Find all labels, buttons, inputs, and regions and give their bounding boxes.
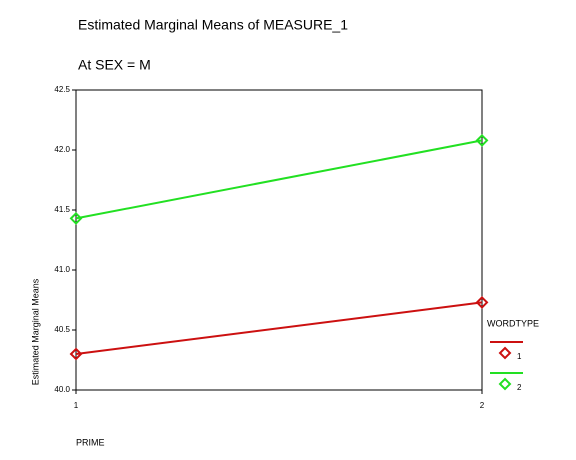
y-tick-label: 41.0 [54, 265, 70, 274]
data-point [69, 211, 83, 225]
x-axis-label: PRIME [76, 437, 105, 447]
chart-subtitle: At SEX = M [78, 57, 151, 73]
legend-marker [498, 346, 512, 360]
legend-label: 1 [517, 352, 522, 361]
series-line [75, 139, 483, 220]
data-point [69, 347, 83, 361]
y-tick-label: 42.5 [54, 85, 70, 94]
data-point [475, 295, 489, 309]
y-axis-label: Estimated Marginal Means [30, 278, 40, 385]
y-tick-label: 41.5 [54, 205, 70, 214]
plot-frame [75, 89, 483, 391]
y-tick-label: 42.0 [54, 145, 70, 154]
legend-title: WORDTYPE [487, 318, 539, 328]
series-line [75, 301, 483, 355]
x-tick-label: 1 [74, 401, 79, 410]
data-point [475, 133, 489, 147]
legend-marker [498, 377, 512, 391]
y-tick-label: 40.5 [54, 325, 70, 334]
chart-title: Estimated Marginal Means of MEASURE_1 [78, 17, 348, 33]
x-tick-label: 2 [480, 401, 485, 410]
legend-label: 2 [517, 383, 522, 392]
y-tick-label: 40.0 [54, 385, 70, 394]
